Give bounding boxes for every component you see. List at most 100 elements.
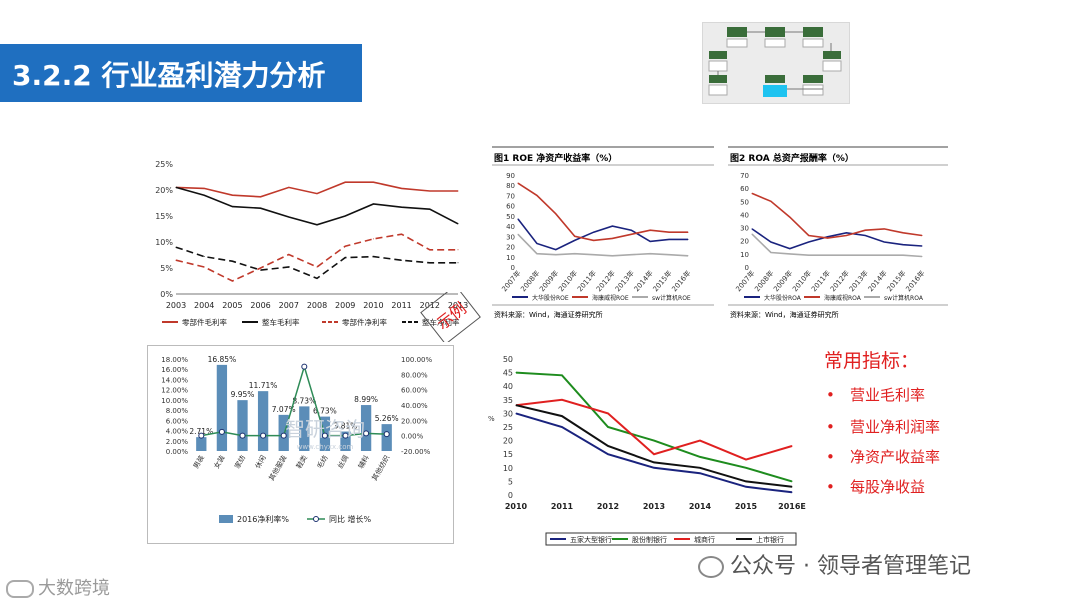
- data-point: [316, 266, 318, 268]
- data-point: [555, 254, 557, 256]
- x-tick-label: 2014年: [866, 269, 889, 294]
- data-point: [630, 233, 632, 235]
- x-tick-label: 2008年: [519, 269, 542, 294]
- x-tick-label: 2013年: [847, 269, 870, 294]
- data-point: [457, 262, 459, 264]
- series-line: [751, 228, 923, 250]
- data-point: [363, 430, 370, 437]
- data-point: [401, 259, 403, 261]
- y-tick-label: 25%: [155, 160, 173, 169]
- y-tick-label: 35: [503, 396, 513, 405]
- y2-axis-ticks: -20.00% 0.00% 20.00% 40.00% 60.00% 80.00% 100.…: [401, 356, 432, 456]
- data-point: [607, 426, 609, 428]
- data-point: [789, 248, 791, 250]
- data-point: [280, 432, 287, 439]
- data-point: [751, 192, 753, 194]
- data-point: [649, 240, 651, 242]
- data-point: [593, 239, 595, 241]
- data-point: [401, 233, 403, 235]
- data-point: [231, 194, 233, 196]
- data-point: [845, 232, 847, 234]
- bar-label: 9.95%: [231, 390, 255, 399]
- series-lines: [175, 181, 459, 282]
- page-title: 3.2.2 行业盈利潜力分析: [12, 59, 326, 92]
- legend-label: 大华股份ROA: [764, 294, 802, 302]
- bar-label: 11.71%: [249, 381, 278, 390]
- x-tick-label: 2011: [551, 502, 574, 511]
- y-axis-ticks: 0.00% 2.00% 4.00% 6.00% 8.00% 10.00% 12.00% 14.…: [161, 356, 188, 456]
- data-point: [745, 480, 747, 482]
- x-tick-label: 2013: [643, 502, 665, 511]
- data-point: [699, 456, 701, 458]
- growth-line: [198, 363, 390, 439]
- data-point: [791, 491, 793, 493]
- series-line: [517, 233, 689, 257]
- data-point: [175, 246, 177, 248]
- x-tick-labels: 2007年2008年2009年2010年2011年2012年2013年2014年…: [500, 269, 693, 294]
- data-point: [864, 234, 866, 236]
- bar: [237, 400, 248, 451]
- data-point: [260, 267, 262, 269]
- data-point: [429, 262, 431, 264]
- x-tick-label: 2011年: [575, 269, 598, 294]
- data-point: [536, 242, 538, 244]
- y-tick-label: 20: [503, 437, 513, 446]
- x-tick-label: 2005: [222, 301, 242, 310]
- chart-title: 图2 ROA 总资产报酬率（%）: [730, 152, 854, 164]
- series-line: [515, 404, 793, 488]
- data-point: [902, 254, 904, 256]
- y2-tick-label: 40.00%: [401, 402, 428, 410]
- watermark-url: www.chyxx.com: [297, 443, 354, 451]
- data-point: [574, 253, 576, 255]
- legend-label: 海康威视ROA: [824, 294, 862, 302]
- data-point: [301, 363, 308, 370]
- x-tick-labels: 2007年2008年2009年2010年2011年2012年2013年2014年…: [734, 269, 927, 294]
- data-point: [203, 194, 205, 196]
- x-tick-label: 2007年: [500, 269, 523, 294]
- legend-label: 上市银行: [756, 535, 784, 544]
- legend-label: 股份制银行: [632, 535, 667, 544]
- y-tick-label: 20: [740, 238, 749, 246]
- data-point: [555, 213, 557, 215]
- data-point: [745, 459, 747, 461]
- data-point: [883, 241, 885, 243]
- data-point: [372, 238, 374, 240]
- y-tick-label: 40: [503, 382, 513, 391]
- x-tick-label: 2015年: [651, 269, 674, 294]
- data-point: [745, 467, 747, 469]
- y-tick-label: 0: [511, 264, 515, 272]
- x-tick-label: 2007年: [734, 269, 757, 294]
- x-tick-label: 2003: [166, 301, 186, 310]
- data-point: [668, 238, 670, 240]
- x-tick-label: 2013年: [613, 269, 636, 294]
- series-line: [751, 192, 923, 239]
- data-point: [687, 255, 689, 257]
- y-tick-label: 6.00%: [166, 417, 189, 425]
- bar-label: 8.99%: [354, 395, 378, 404]
- data-point: [342, 432, 349, 439]
- x-tick-label: 2012年: [594, 269, 617, 294]
- series-line: [517, 182, 688, 242]
- data-point: [429, 208, 431, 210]
- logo-icon: [6, 580, 34, 598]
- y-tick-label: 10: [503, 464, 513, 473]
- data-point: [902, 244, 904, 246]
- data-point: [561, 399, 563, 401]
- data-point: [921, 234, 923, 236]
- data-point: [653, 453, 655, 455]
- data-point: [687, 231, 689, 233]
- stamp-label: 示例: [433, 299, 470, 334]
- data-point: [344, 181, 346, 183]
- x-tick-label: 2013: [448, 301, 468, 310]
- x-tick-label: 2009年: [537, 269, 560, 294]
- y-tick-label: 40: [740, 211, 749, 219]
- data-point: [921, 245, 923, 247]
- data-point: [668, 231, 670, 233]
- series-line: [517, 218, 688, 251]
- data-point: [902, 232, 904, 234]
- y-tick-label: 60: [740, 185, 749, 193]
- y-tick-label: 30: [503, 409, 513, 418]
- y2-tick-label: 80.00%: [401, 371, 428, 379]
- y-axis-ticks: 0% 5% 10% 15% 20% 25%: [155, 160, 173, 299]
- y-axis-label: %: [488, 415, 495, 423]
